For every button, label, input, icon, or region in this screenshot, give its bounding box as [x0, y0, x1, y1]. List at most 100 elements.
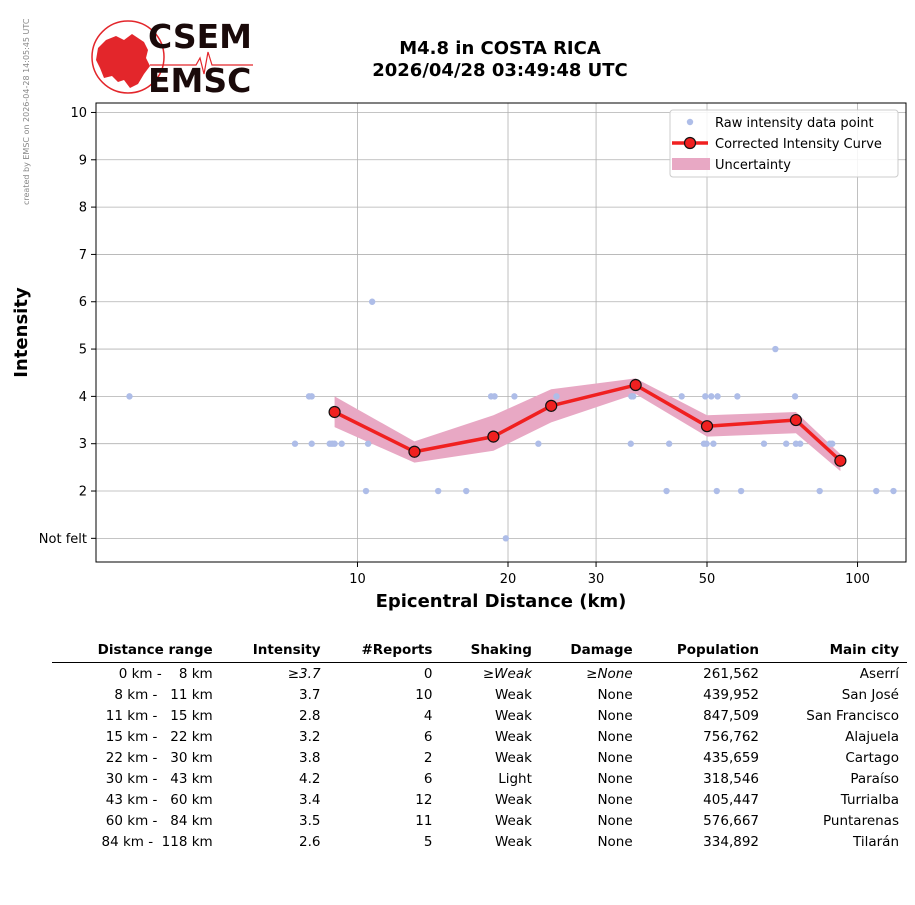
table-cell: 4: [423, 708, 433, 724]
table-cell: 8 km - 11 km: [114, 687, 213, 703]
logo-globe: [91, 20, 165, 94]
table-cell: ≥None: [586, 666, 633, 682]
y-tick-label: 3: [79, 437, 87, 452]
table-cell: None: [597, 771, 633, 787]
table-cell: 334,892: [703, 834, 759, 850]
column-header: Distance range: [52, 640, 221, 663]
table-cell: 6: [423, 729, 433, 745]
table-cell: 405,447: [703, 792, 759, 808]
table-cell: Weak: [494, 813, 532, 829]
table-cell: 3.8: [299, 750, 321, 766]
raw-data-point: [873, 487, 880, 495]
raw-data-point: [710, 440, 717, 447]
table-cell: 0 km - 8 km: [118, 666, 213, 682]
y-tick-label: 10: [70, 106, 87, 121]
table-header-row: Distance range Intensity #Reports Shaking Da…: [52, 640, 907, 663]
corrected-intensity-marker: [629, 378, 642, 392]
raw-data-point: [737, 487, 745, 495]
table-cell: Weak: [494, 834, 532, 850]
raw-data-point: [702, 393, 709, 400]
raw-data-point: [708, 393, 715, 400]
table-row: 11 km - 15 km 2.8 4 Weak None 847,509 San Fran…: [52, 705, 907, 726]
legend-box: [669, 109, 899, 178]
corrected-intensity-marker: [487, 430, 500, 443]
table-cell: 5: [423, 834, 433, 850]
raw-data-point: [760, 440, 768, 447]
table-cell: 3.7: [299, 687, 321, 703]
corrected-intensity-marker: [545, 399, 558, 412]
table-cell: 11 km - 15 km: [105, 708, 213, 724]
table-row: 84 km - 118 km 2.6 5 Weak None 334,892 Tilarán: [52, 831, 907, 852]
raw-data-point: [535, 440, 542, 447]
raw-data-point: [291, 440, 299, 447]
raw-data-point: [434, 487, 442, 495]
table-cell: 2: [423, 750, 433, 766]
table-cell: None: [597, 792, 633, 808]
table-cell: None: [597, 708, 633, 724]
table-cell: None: [597, 834, 633, 850]
table-cell: 318,546: [703, 771, 759, 787]
y-tick-label: 4: [79, 390, 87, 405]
table-cell: None: [597, 687, 633, 703]
table-cell: 2.8: [299, 708, 321, 724]
legend-raw-marker: [686, 118, 694, 126]
raw-data-point: [463, 487, 470, 495]
csem-emsc-logo: CSEM EMSC: [91, 18, 253, 98]
x-tick-label: 30: [588, 572, 605, 587]
y-tick-label: 9: [79, 153, 87, 168]
table-cell: 847,509: [703, 708, 759, 724]
x-tick-label: 100: [845, 572, 870, 587]
raw-data-point: [890, 487, 897, 495]
raw-data-point: [829, 440, 836, 447]
raw-data-point: [703, 440, 710, 447]
raw-data-point: [331, 440, 338, 447]
corrected-intensity-marker: [328, 405, 341, 419]
table-cell: 756,762: [703, 729, 759, 745]
corrected-intensity-line: [333, 383, 842, 463]
raw-data-point: [791, 393, 799, 400]
table-cell: 3.2: [299, 729, 321, 745]
raw-data-point: [797, 440, 804, 447]
raw-data-point: [816, 487, 823, 495]
table-cell: None: [597, 729, 633, 745]
raw-data-point: [713, 487, 720, 495]
table-row: 22 km - 30 km 3.8 2 Weak None 435,659 Cartago: [52, 747, 907, 768]
y-tick-label: Not felt: [39, 532, 87, 547]
table-cell: Light: [498, 771, 532, 787]
table-cell: 22 km - 30 km: [105, 750, 213, 766]
table-cell: Aserrí: [859, 666, 899, 682]
table-row: 43 km - 60 km 3.4 12 Weak None 405,447 Turrial…: [52, 789, 907, 810]
raw-data-point: [663, 487, 670, 495]
logo-europe-map: [96, 34, 150, 88]
y-tick-label: 2: [79, 485, 87, 500]
raw-data-point: [678, 393, 685, 400]
corrected-intensity-marker: [408, 445, 421, 458]
title-event: M4.8 in COSTA RICA: [399, 38, 601, 59]
results-table: Distance range Intensity #Reports Shaking Da…: [52, 640, 907, 852]
column-header: Main city: [767, 640, 907, 663]
plot-frame: [95, 102, 907, 563]
title-datetime: 2026/04/28 03:49:48 UTC: [372, 60, 628, 81]
raw-data-point: [553, 393, 560, 400]
table-cell: Turrialba: [840, 792, 899, 808]
legend-label: Uncertainty: [715, 158, 791, 173]
table-cell: Weak: [494, 708, 532, 724]
table-row: 8 km - 11 km 3.7 10 Weak None 439,952 San José: [52, 684, 907, 705]
column-header: Damage: [539, 640, 641, 663]
table-cell: Puntarenas: [822, 813, 899, 829]
corrected-intensity-marker: [700, 420, 714, 433]
table-body: 0 km - 8 km ≥3.7 0 ≥Weak ≥None 261,562 Aserrí 8…: [52, 663, 907, 853]
y-tick-label: 5: [79, 343, 87, 358]
raw-data-point: [491, 393, 498, 400]
table-row: 15 km - 22 km 3.2 6 Weak None 756,762 Alajuela: [52, 726, 907, 747]
table-cell: 2.6: [299, 834, 321, 850]
column-header: #Reports: [328, 640, 441, 663]
y-tick-label: 7: [79, 248, 87, 263]
table-row: 30 km - 43 km 4.2 6 Light None 318,546 Paraíso: [52, 768, 907, 789]
table-cell: 10: [415, 687, 433, 703]
x-tick-label: 50: [699, 572, 716, 587]
table-cell: Weak: [494, 792, 532, 808]
legend-label: Raw intensity data point: [715, 116, 874, 131]
legend-curve-marker: [683, 136, 697, 150]
table-cell: 11: [415, 813, 433, 829]
